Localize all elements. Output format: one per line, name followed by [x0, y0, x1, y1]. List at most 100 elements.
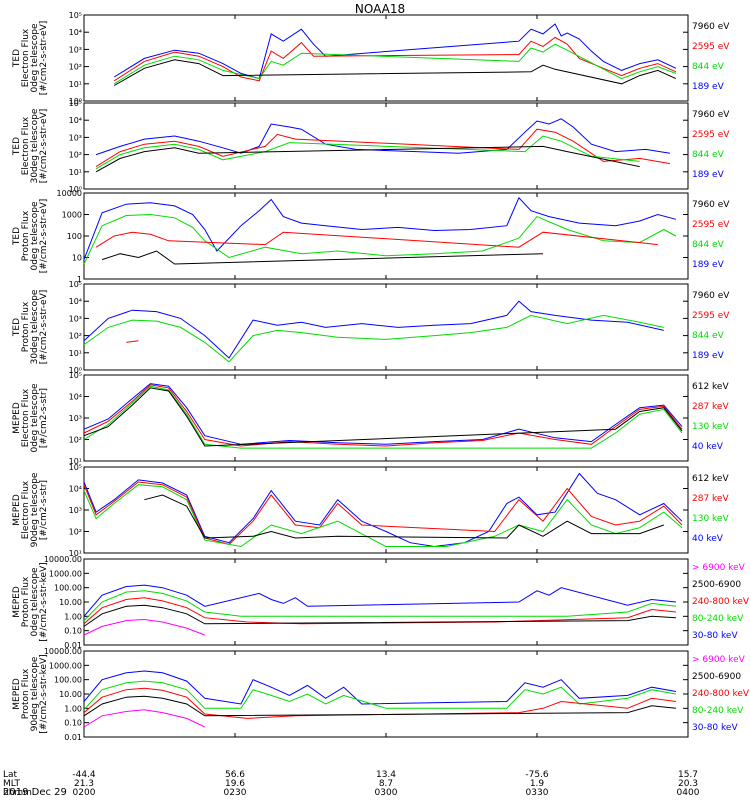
- series-red-line: [95, 231, 658, 248]
- x-row-label: MLT: [3, 779, 21, 789]
- y-tick-label: 10⁰: [69, 366, 82, 375]
- y-axis-label-line: Electron Flux: [21, 28, 31, 87]
- series-green-line: [83, 385, 683, 449]
- panel-5: 10¹ 10² 10³ 10⁴ 10⁵ MEPEDElectron Flux0deg te…: [12, 371, 729, 466]
- y-axis-label-line: [#/cm2-s-str-eV]: [39, 21, 49, 96]
- y-axis-label-line: 0deg telescope: [30, 201, 40, 271]
- y-tick-label: 10⁴: [69, 485, 82, 494]
- y-axis-label-line: [#/cm2-s-str-eV]: [39, 199, 49, 274]
- series-black-line: [113, 59, 677, 86]
- series-red-line: [113, 36, 677, 82]
- legend-entry: 189 eV: [692, 260, 725, 270]
- legend-entry: 844 eV: [692, 62, 725, 72]
- y-tick-label: 10⁵: [69, 11, 82, 20]
- y-tick-label: 100.00: [54, 584, 82, 593]
- y-tick-label: 10⁰: [69, 97, 82, 106]
- series-green-line: [83, 590, 676, 621]
- y-tick-label: 10¹: [69, 80, 82, 89]
- x-tick-mlt: 20.3: [678, 779, 698, 789]
- y-tick-label: 10⁵: [69, 463, 82, 472]
- y-tick-label: 10.00: [59, 690, 82, 699]
- y-tick-label: 0.10: [64, 627, 82, 636]
- y-axis-label-line: MEPED: [12, 678, 22, 710]
- y-tick-label: 10⁴: [69, 297, 82, 306]
- y-axis-label-line: Electron Flux: [21, 116, 31, 175]
- legend-entry: 80-240 keV: [692, 706, 744, 716]
- y-axis-label-line: [#/cm2-s-str]: [39, 480, 49, 540]
- y-tick-label: 10⁰: [69, 185, 82, 194]
- y-axis-label-line: 30deg telescope: [30, 289, 40, 364]
- y-tick-label: 10²: [69, 63, 82, 72]
- y-tick-label: 10⁴: [69, 393, 82, 402]
- y-tick-label: 10²: [69, 332, 82, 341]
- legend-entry: 612 keV: [692, 474, 729, 484]
- legend: 7960 eV 2595 eV 844 eV 189 eV: [692, 200, 730, 270]
- x-tick-mlt: 19.6: [225, 779, 245, 789]
- x-tick-mlt: 1.9: [530, 779, 545, 789]
- series-black-line: [144, 494, 664, 539]
- panel-frame: [83, 558, 689, 646]
- y-axis-label-line: 90deg telescope: [30, 656, 40, 731]
- panel-4: 10⁰ 10¹ 10² 10³ 10⁴ 10⁵ TEDProton Flux30deg te…: [12, 280, 730, 375]
- y-axis-label: TEDElectron Flux0deg telescope[#/cm2-s-s…: [12, 21, 49, 96]
- y-tick-label: 10⁵: [69, 280, 82, 289]
- series-green-line: [113, 43, 677, 85]
- series-blue-line: [83, 196, 677, 260]
- series-group: [83, 196, 677, 265]
- y-tick-label: 1.00: [64, 612, 82, 621]
- y-axis-label-line: TED: [12, 318, 22, 337]
- y-axis-label: TEDElectron Flux30deg telescope[#/cm2-s-…: [12, 108, 49, 183]
- legend-entry: > 6900 keV: [692, 563, 746, 573]
- legend-entry: 40 keV: [692, 534, 724, 544]
- y-axis-label-line: [#/cm2-s-str-keV]: [39, 562, 49, 641]
- y-tick-label: 10¹: [69, 168, 82, 177]
- legend-entry: 7960 eV: [692, 22, 730, 32]
- panel-frame: [83, 283, 689, 371]
- legend-entry: 2595 eV: [692, 130, 730, 140]
- series-magenta-line: [83, 618, 205, 636]
- y-axis-label-line: 0deg telescope: [30, 23, 40, 93]
- legend-entry: 844 eV: [692, 331, 725, 341]
- series-red-line: [126, 340, 139, 343]
- legend-entry: 30-80 keV: [692, 631, 738, 641]
- legend: > 6900 keV 2500-6900 240-800 keV 80-240 keV…: [692, 563, 750, 641]
- y-tick-label: 0.01: [64, 733, 82, 742]
- x-row-label: hhmm: [3, 788, 32, 798]
- y-tick-label: 10³: [69, 414, 82, 423]
- legend-entry: 287 keV: [692, 494, 729, 504]
- y-axis-label: MEPEDProton Flux0deg telescope[#/cm2-s-s…: [12, 562, 49, 641]
- legend: 612 keV 287 keV 130 keV 40 keV: [692, 382, 729, 452]
- y-axis-label-line: [#/cm2-s-str]: [39, 388, 49, 448]
- panel-frame: [83, 466, 689, 554]
- y-axis-label-line: Electron Flux: [21, 388, 31, 447]
- series-blue-line: [83, 383, 683, 445]
- x-tick-lat: -75.6: [525, 770, 549, 780]
- y-tick-label: 10⁴: [69, 28, 82, 37]
- y-tick-label: 10¹: [69, 349, 82, 358]
- y-axis-label: TEDProton Flux30deg telescope[#/cm2-s-st…: [12, 289, 49, 364]
- legend-entry: 287 keV: [692, 402, 729, 412]
- x-tick-mlt: 21.3: [74, 779, 94, 789]
- y-axis-label-line: [#/cm2-s-str-keV]: [39, 654, 49, 733]
- legend-entry: 189 eV: [692, 82, 725, 92]
- panel-2: 10⁰ 10¹ 10² 10³ 10⁴ 10⁵ TEDElectron Flux30deg …: [12, 99, 730, 194]
- y-tick-label: 100: [67, 232, 82, 241]
- x-tick-mlt: 8.7: [379, 779, 393, 789]
- series-blue-line: [83, 584, 676, 617]
- y-axis-label-line: 0deg telescope: [30, 567, 40, 637]
- series-red-line: [83, 687, 676, 719]
- x-tick-lat: 15.7: [678, 770, 698, 780]
- legend: 7960 eV 2595 eV 844 eV 189 eV: [692, 110, 730, 180]
- y-tick-label: 10.00: [59, 598, 82, 607]
- legend-entry: 2500-6900: [692, 672, 741, 682]
- y-axis-label: MEPEDElectron Flux0deg telescope[#/cm2-s…: [12, 383, 49, 453]
- legend-entry: 612 keV: [692, 382, 729, 392]
- y-tick-label: 10³: [69, 45, 82, 54]
- y-tick-label: 10000.00: [44, 555, 82, 564]
- series-group: [83, 300, 664, 363]
- series-black-line: [95, 145, 640, 173]
- y-axis-label: MEPEDProton Flux90deg telescope[#/cm2-s-…: [12, 654, 49, 733]
- y-tick-label: 10²: [69, 151, 82, 160]
- legend-entry: 240-800 keV: [692, 597, 750, 607]
